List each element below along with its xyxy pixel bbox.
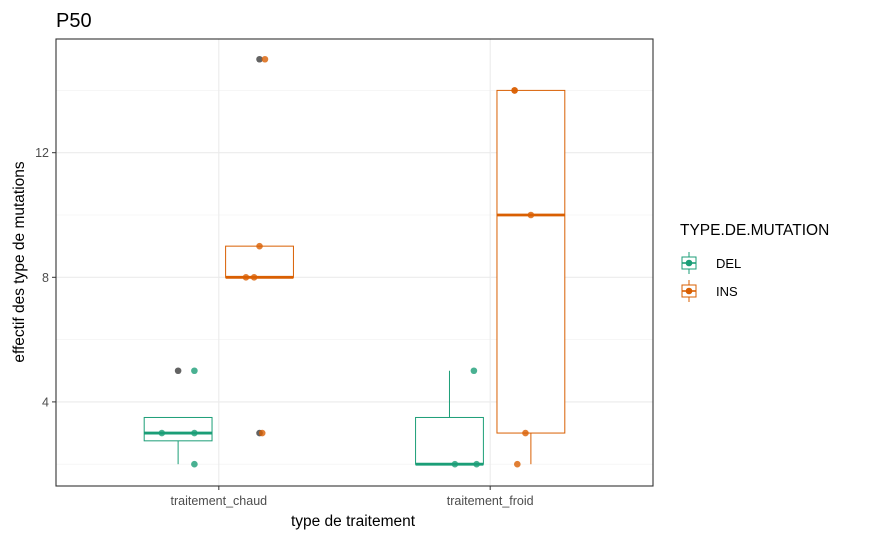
- x-axis-title: type de traitement: [291, 513, 416, 530]
- data-point: [191, 429, 198, 437]
- data-point: [473, 460, 480, 468]
- data-point: [261, 55, 269, 63]
- plot-panel: [55, 38, 654, 487]
- y-tick-label: 4: [42, 395, 49, 409]
- legend-label-del: DEL: [716, 256, 741, 271]
- box-del-traitement_chaud: [143, 367, 213, 468]
- chart-title: P50: [56, 10, 92, 32]
- data-point: [258, 429, 266, 437]
- legend-key-del: [681, 252, 697, 274]
- data-point: [242, 273, 250, 281]
- legend: TYPE.DE.MUTATION DEL INS: [680, 222, 829, 302]
- legend-title: TYPE.DE.MUTATION: [680, 222, 829, 239]
- data-point: [256, 242, 263, 250]
- data-point: [514, 460, 521, 468]
- box-iqr: [225, 245, 294, 278]
- data-point: [191, 367, 198, 375]
- box-ins-traitement_chaud: [225, 55, 294, 437]
- y-tick-label: 8: [42, 271, 49, 285]
- legend-key-ins: [681, 280, 697, 302]
- outlier-point: [174, 367, 182, 375]
- data-point: [522, 429, 529, 437]
- data-point: [250, 273, 258, 281]
- data-point: [527, 211, 535, 219]
- data-point: [511, 87, 518, 94]
- data-point: [191, 460, 198, 468]
- legend-label-ins: INS: [716, 284, 738, 299]
- y-axis: 4 8 12: [35, 146, 56, 409]
- x-axis: traitement_chaud traitement_froid: [171, 486, 534, 508]
- legend-key-point: [685, 259, 693, 267]
- box-iqr: [415, 416, 484, 465]
- outlier-point: [256, 55, 263, 63]
- legend-key-point: [685, 287, 693, 295]
- data-point: [451, 460, 459, 468]
- y-axis-title: effectif des type de mutations: [11, 161, 28, 363]
- x-tick-label: traitement_froid: [447, 494, 534, 508]
- box-del-traitement_froid: [415, 367, 484, 468]
- data-point: [158, 429, 166, 437]
- box-iqr: [143, 416, 213, 442]
- panel-border: [55, 38, 654, 487]
- x-tick-label: traitement_chaud: [171, 494, 268, 508]
- y-tick-label: 12: [35, 146, 49, 160]
- data-point: [470, 367, 478, 375]
- box-ins-traitement_froid: [496, 87, 566, 468]
- box-iqr: [496, 89, 566, 434]
